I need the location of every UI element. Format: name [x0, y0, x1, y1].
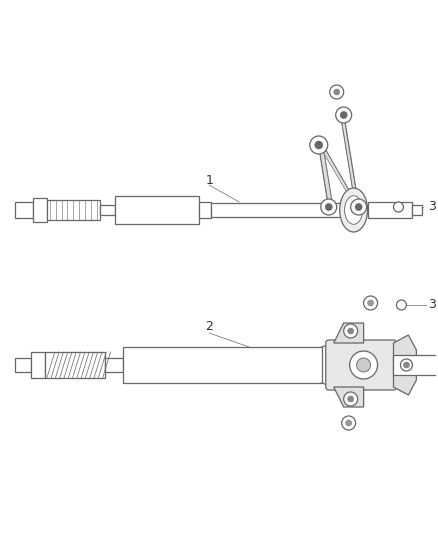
Circle shape	[355, 204, 362, 211]
Circle shape	[403, 362, 410, 368]
FancyBboxPatch shape	[47, 200, 99, 220]
Circle shape	[321, 199, 337, 215]
Circle shape	[342, 416, 356, 430]
Circle shape	[336, 107, 352, 123]
Polygon shape	[334, 387, 364, 407]
Circle shape	[315, 141, 323, 149]
Circle shape	[393, 202, 403, 212]
Circle shape	[364, 296, 378, 310]
Circle shape	[348, 396, 353, 402]
Ellipse shape	[345, 196, 363, 224]
Circle shape	[344, 392, 358, 406]
FancyBboxPatch shape	[199, 202, 211, 218]
FancyBboxPatch shape	[45, 352, 105, 378]
FancyBboxPatch shape	[99, 205, 115, 215]
FancyBboxPatch shape	[115, 196, 199, 224]
Polygon shape	[341, 115, 359, 207]
Circle shape	[310, 136, 328, 154]
Circle shape	[348, 328, 353, 334]
Circle shape	[340, 111, 347, 119]
Circle shape	[396, 300, 406, 310]
Ellipse shape	[340, 188, 367, 232]
FancyBboxPatch shape	[15, 358, 31, 372]
Ellipse shape	[350, 351, 378, 379]
Polygon shape	[319, 145, 359, 207]
FancyBboxPatch shape	[334, 343, 349, 387]
Circle shape	[351, 199, 367, 215]
Text: 3: 3	[428, 200, 436, 214]
Circle shape	[346, 420, 352, 426]
Polygon shape	[334, 323, 364, 343]
Ellipse shape	[357, 358, 371, 372]
FancyBboxPatch shape	[211, 203, 341, 217]
FancyBboxPatch shape	[31, 352, 45, 378]
FancyBboxPatch shape	[413, 205, 422, 215]
FancyBboxPatch shape	[33, 198, 47, 222]
FancyBboxPatch shape	[123, 347, 322, 383]
Text: 1: 1	[205, 174, 213, 187]
Circle shape	[400, 359, 413, 371]
Polygon shape	[393, 335, 417, 395]
FancyBboxPatch shape	[326, 340, 396, 390]
Text: 3: 3	[428, 298, 436, 311]
Polygon shape	[319, 145, 333, 207]
Circle shape	[325, 204, 332, 211]
Circle shape	[334, 89, 340, 95]
Circle shape	[330, 85, 344, 99]
FancyBboxPatch shape	[105, 358, 123, 372]
Text: 2: 2	[205, 320, 213, 334]
FancyBboxPatch shape	[367, 202, 413, 218]
Circle shape	[367, 300, 374, 306]
FancyBboxPatch shape	[15, 202, 33, 218]
FancyBboxPatch shape	[393, 355, 438, 375]
Circle shape	[344, 324, 358, 338]
